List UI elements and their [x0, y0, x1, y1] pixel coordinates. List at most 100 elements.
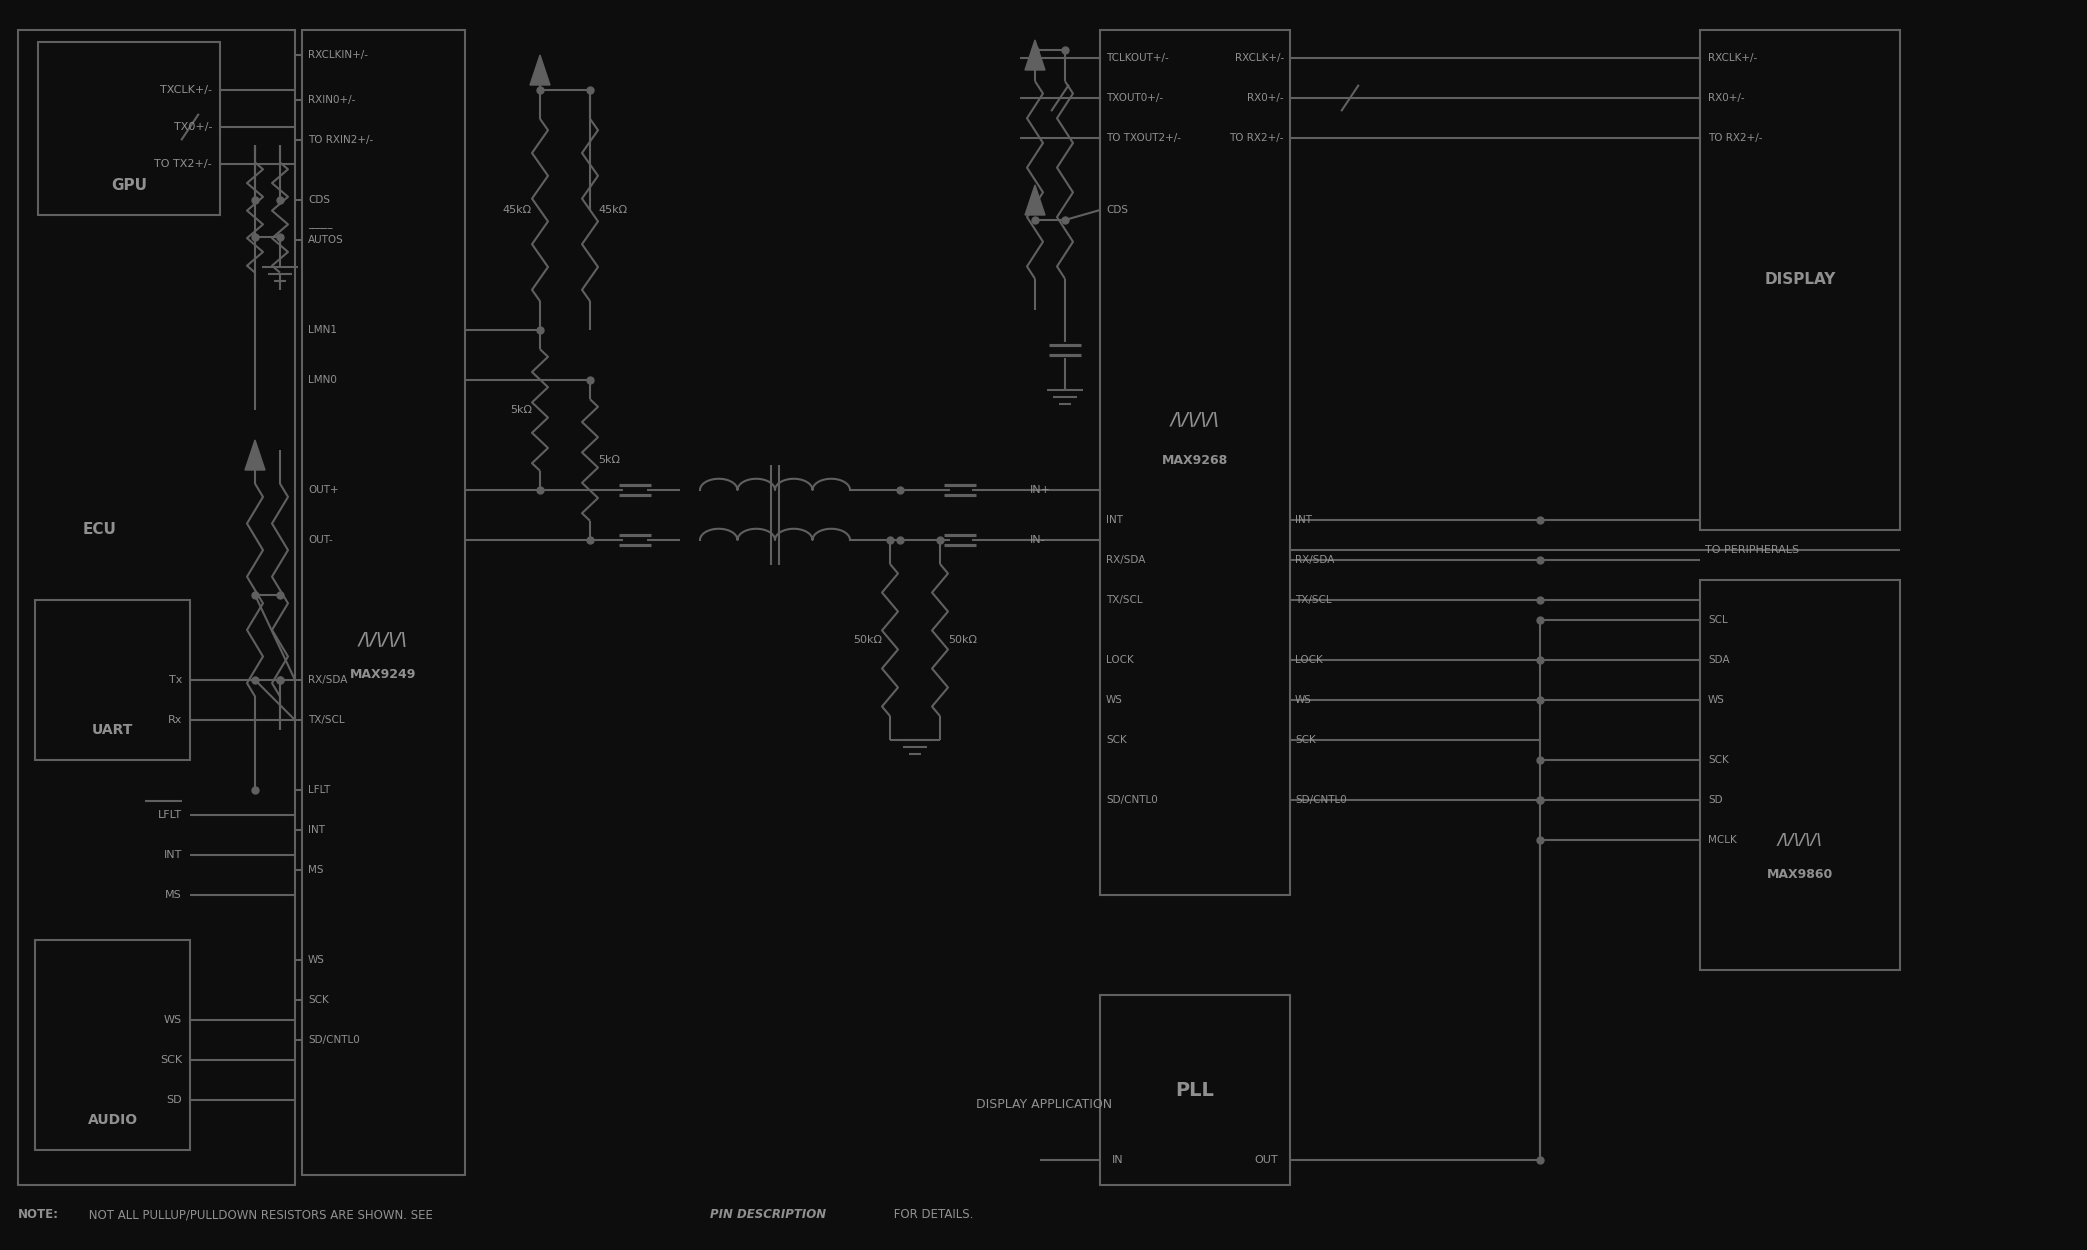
Text: OUT: OUT — [1254, 1155, 1277, 1165]
Text: RXIN0+/-: RXIN0+/- — [309, 95, 355, 105]
Text: TXOUT0+/-: TXOUT0+/- — [1106, 92, 1162, 103]
Text: INT: INT — [1106, 515, 1123, 525]
Text: SD/CNTL0: SD/CNTL0 — [309, 1035, 359, 1045]
Text: WS: WS — [1106, 695, 1123, 705]
Text: MCLK: MCLK — [1707, 835, 1736, 845]
Text: Rx: Rx — [167, 715, 182, 725]
Text: SD: SD — [167, 1095, 182, 1105]
Text: SDA: SDA — [1707, 655, 1730, 665]
Text: NOT ALL PULLUP/PULLDOWN RESISTORS ARE SHOWN. SEE: NOT ALL PULLUP/PULLDOWN RESISTORS ARE SH… — [86, 1209, 436, 1221]
Text: RX/SDA: RX/SDA — [1106, 555, 1146, 565]
Text: TO RXIN2+/-: TO RXIN2+/- — [309, 135, 374, 145]
Text: TX/SCL: TX/SCL — [1296, 595, 1332, 605]
Text: CDS: CDS — [309, 195, 330, 205]
Text: WS: WS — [1707, 695, 1724, 705]
Bar — [1701, 30, 1899, 530]
Text: MAX9249: MAX9249 — [351, 669, 417, 681]
Text: MS: MS — [309, 865, 323, 875]
Bar — [38, 42, 219, 215]
Text: PIN DESCRIPTION: PIN DESCRIPTION — [710, 1209, 826, 1221]
Text: GPU: GPU — [111, 177, 146, 192]
Text: MAX9268: MAX9268 — [1162, 454, 1227, 466]
Text: UART: UART — [92, 722, 134, 738]
Text: TX/SCL: TX/SCL — [1106, 595, 1142, 605]
Text: Tx: Tx — [169, 675, 182, 685]
Bar — [1100, 995, 1290, 1185]
Text: SCK: SCK — [1707, 755, 1728, 765]
Text: SD/CNTL0: SD/CNTL0 — [1296, 795, 1346, 805]
Text: TX0+/-: TX0+/- — [173, 122, 213, 132]
Text: TO PERIPHERALS: TO PERIPHERALS — [1705, 545, 1799, 555]
Text: TX/SCL: TX/SCL — [309, 715, 344, 725]
Polygon shape — [530, 55, 551, 85]
Text: RX0+/-: RX0+/- — [1707, 92, 1745, 103]
Text: RXCLK+/-: RXCLK+/- — [1236, 52, 1284, 62]
Text: SCL: SCL — [1707, 615, 1728, 625]
Text: TO TXOUT2+/-: TO TXOUT2+/- — [1106, 132, 1181, 142]
Text: INT: INT — [163, 850, 182, 860]
Text: LFLT: LFLT — [309, 785, 330, 795]
Text: DISPLAY APPLICATION: DISPLAY APPLICATION — [977, 1099, 1112, 1111]
Text: NOTE:: NOTE: — [19, 1209, 58, 1221]
Text: OUT-: OUT- — [309, 535, 332, 545]
Text: LMN1: LMN1 — [309, 325, 336, 335]
Text: SCK: SCK — [309, 995, 330, 1005]
Text: TO RX2+/-: TO RX2+/- — [1229, 132, 1284, 142]
Text: TCLKOUT+/-: TCLKOUT+/- — [1106, 52, 1169, 62]
Text: /\/\/\/\: /\/\/\/\ — [1778, 832, 1822, 848]
Text: IN: IN — [1112, 1155, 1123, 1165]
Text: INT: INT — [1296, 515, 1313, 525]
Text: CDS: CDS — [1106, 205, 1127, 215]
Text: IN-: IN- — [1031, 535, 1046, 545]
Text: 5kΩ: 5kΩ — [599, 455, 620, 465]
Bar — [35, 940, 190, 1150]
Text: RX/SDA: RX/SDA — [309, 675, 346, 685]
Text: 50kΩ: 50kΩ — [854, 635, 883, 645]
Text: SCK: SCK — [1106, 735, 1127, 745]
Text: TO TX2+/-: TO TX2+/- — [154, 159, 213, 169]
Text: RX0+/-: RX0+/- — [1248, 92, 1284, 103]
Text: SCK: SCK — [1296, 735, 1315, 745]
Text: OUT+: OUT+ — [309, 485, 338, 495]
Polygon shape — [244, 440, 265, 470]
Text: MAX9860: MAX9860 — [1768, 869, 1832, 881]
Text: RX/SDA: RX/SDA — [1296, 555, 1334, 565]
Text: RXCLKIN+/-: RXCLKIN+/- — [309, 50, 367, 60]
Text: FOR DETAILS.: FOR DETAILS. — [889, 1209, 973, 1221]
Text: LOCK: LOCK — [1106, 655, 1133, 665]
Bar — [35, 600, 190, 760]
Text: WS: WS — [309, 955, 326, 965]
Text: _____: _____ — [309, 219, 332, 229]
Text: 50kΩ: 50kΩ — [947, 635, 977, 645]
Text: RXCLK+/-: RXCLK+/- — [1707, 52, 1757, 62]
Text: PLL: PLL — [1175, 1080, 1215, 1100]
Bar — [1701, 580, 1899, 970]
Text: LMN0: LMN0 — [309, 375, 336, 385]
Polygon shape — [1025, 185, 1046, 215]
Text: AUDIO: AUDIO — [88, 1112, 138, 1128]
Text: IN+: IN+ — [1031, 485, 1052, 495]
Text: 5kΩ: 5kΩ — [509, 405, 532, 415]
Bar — [303, 30, 465, 1175]
Text: TO RX2+/-: TO RX2+/- — [1707, 132, 1764, 142]
Text: LOCK: LOCK — [1296, 655, 1323, 665]
Text: WS: WS — [165, 1015, 182, 1025]
Text: TXCLK+/-: TXCLK+/- — [161, 85, 213, 95]
Text: /\/\/\/\: /\/\/\/\ — [359, 631, 407, 649]
Text: AUTOS: AUTOS — [309, 235, 344, 245]
Text: /\/\/\/\: /\/\/\/\ — [1171, 411, 1219, 429]
Text: MS: MS — [165, 890, 182, 900]
Bar — [19, 30, 294, 1185]
Text: SCK: SCK — [161, 1055, 182, 1065]
Text: DISPLAY: DISPLAY — [1764, 272, 1837, 288]
Text: LFLT: LFLT — [159, 810, 182, 820]
Text: 45kΩ: 45kΩ — [503, 205, 532, 215]
Text: INT: INT — [309, 825, 326, 835]
Bar — [1100, 30, 1290, 895]
Text: SD: SD — [1707, 795, 1722, 805]
Text: ECU: ECU — [83, 522, 117, 538]
Text: WS: WS — [1296, 695, 1313, 705]
Text: 45kΩ: 45kΩ — [599, 205, 626, 215]
Polygon shape — [1025, 40, 1046, 70]
Text: SD/CNTL0: SD/CNTL0 — [1106, 795, 1158, 805]
